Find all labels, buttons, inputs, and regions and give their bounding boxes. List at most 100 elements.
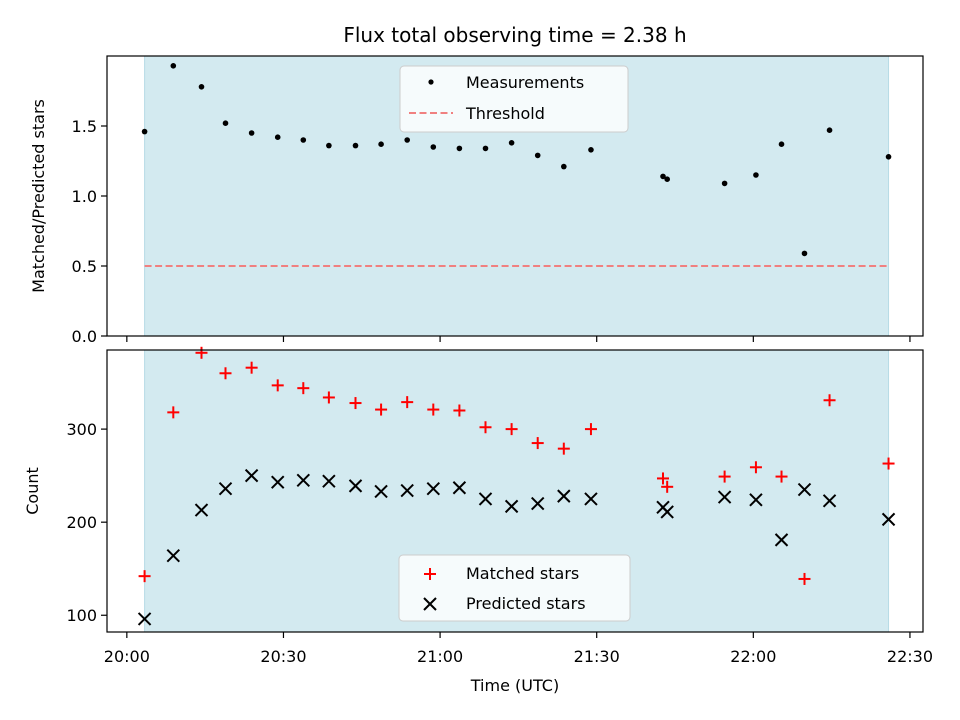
- y-tick-label: 100: [66, 606, 97, 625]
- legend-matched-marker: [424, 568, 436, 580]
- predicted-star-point: [322, 474, 336, 488]
- ratio-panel: 0.0 0.5 1.0 1.5 Matched/Predicted stars Mea…: [29, 55, 924, 346]
- measurement-point: [378, 141, 384, 147]
- predicted-star-stroke-b: [244, 468, 259, 483]
- predicted-star-stroke-b: [557, 489, 571, 503]
- predicted-star-stroke-b: [452, 481, 467, 495]
- matched-star-point: [297, 382, 310, 395]
- predicted-star-point: [881, 512, 896, 527]
- x-tick-label: 21:00: [417, 647, 463, 666]
- ratio-y-ticks: 0.0 0.5 1.0 1.5: [72, 117, 107, 346]
- measurement-point: [588, 147, 594, 153]
- measurement-point: [170, 63, 177, 69]
- matched-star-point: [584, 423, 597, 436]
- predicted-star-stroke-b: [881, 512, 896, 527]
- measurement-point: [826, 127, 833, 133]
- predicted-star-stroke-b: [531, 496, 545, 511]
- measurement-point: [753, 172, 759, 178]
- measurement-point: [274, 134, 281, 140]
- count-legend: Matched stars Predicted stars: [398, 554, 631, 622]
- measurement-point: [141, 128, 148, 135]
- matched-star-point: [322, 391, 335, 404]
- measurement-point: [534, 152, 541, 159]
- measurement-point: [352, 142, 359, 149]
- matched-star-point: [427, 403, 440, 416]
- matched-star-point: [401, 396, 414, 409]
- predicted-star-stroke-b: [797, 482, 812, 497]
- matched-star-point: [271, 379, 284, 392]
- matched-star-point: [882, 457, 895, 470]
- predicted-star-point: [218, 481, 233, 496]
- predicted-star-stroke-b: [322, 474, 336, 488]
- measurement-point: [198, 84, 205, 90]
- matched-star-point: [219, 367, 232, 380]
- measurement-point: [801, 250, 808, 257]
- measurement-point: [885, 154, 892, 160]
- predicted-star-point: [557, 489, 571, 503]
- count-panel: 100 200 300 20:00 20:30 21:00 21:30 22:00 22:30…: [23, 346, 933, 695]
- matched-star-point: [657, 472, 670, 485]
- predicted-star-stroke-b: [400, 483, 414, 498]
- predicted-star-point: [374, 484, 388, 499]
- count-x-ticks: 20:00 20:30 21:00 21:30 22:00 22:30: [104, 632, 933, 666]
- chart-title: Flux total observing time = 2.38 h: [343, 23, 686, 47]
- matched-star-point: [167, 406, 180, 419]
- y-tick-label: 200: [66, 513, 97, 532]
- predicted-star-stroke-b: [166, 548, 181, 563]
- predicted-star-point: [166, 548, 181, 563]
- predicted-star-point: [822, 494, 837, 508]
- measurement-point: [300, 137, 307, 143]
- measurement-point: [456, 145, 463, 152]
- predicted-star-point: [194, 503, 209, 517]
- measurement-point: [482, 145, 489, 152]
- predicted-star-stroke-b: [296, 473, 311, 488]
- predicted-star-stroke-b: [218, 481, 233, 496]
- predicted-star-stroke-b: [717, 490, 732, 504]
- measurement-point: [561, 163, 567, 170]
- measurement-point: [660, 173, 666, 180]
- predicted-star-point: [426, 481, 441, 496]
- predicted-star-stroke-b: [137, 612, 152, 626]
- predicted-star-point: [797, 482, 812, 497]
- predicted-star-point: [271, 475, 285, 489]
- predicted-star-point: [531, 496, 545, 511]
- matched-star-point: [557, 442, 570, 455]
- matched-star-point: [798, 572, 811, 585]
- predicted-star-point: [400, 483, 414, 498]
- predicted-stars-points: [137, 468, 896, 626]
- matched-star-point: [505, 423, 518, 436]
- matched-star-point: [138, 570, 151, 583]
- x-tick-label: 22:30: [887, 647, 933, 666]
- predicted-star-stroke-b: [822, 494, 837, 508]
- matched-stars-points: [138, 346, 895, 585]
- predicted-star-point: [660, 505, 674, 519]
- x-axis-label: Time (UTC): [470, 676, 559, 695]
- count-legend-box: [398, 554, 631, 622]
- predicted-star-stroke-b: [374, 484, 388, 499]
- measurement-point: [664, 176, 670, 182]
- ratio-legend: Measurements Threshold: [399, 65, 629, 133]
- matched-star-point: [718, 470, 731, 483]
- predicted-star-point: [749, 493, 763, 507]
- predicted-star-point: [717, 490, 732, 504]
- measurement-point: [778, 141, 785, 147]
- predicted-star-point: [774, 533, 789, 547]
- matched-star-point: [349, 397, 362, 410]
- predicted-star-point: [584, 492, 598, 506]
- x-tick-label: 22:00: [730, 647, 776, 666]
- measurement-point: [222, 120, 229, 126]
- predicted-star-point: [504, 499, 519, 514]
- matched-star-point: [775, 470, 788, 483]
- legend-measurements-marker: [428, 79, 434, 85]
- matched-star-point: [195, 346, 208, 359]
- measurement-points: [141, 63, 892, 257]
- legend-predicted-marker: [423, 597, 437, 611]
- predicted-star-stroke-b: [504, 499, 519, 514]
- measurement-point: [721, 180, 728, 187]
- matched-star-point: [661, 480, 674, 493]
- matched-star-point: [245, 361, 258, 374]
- matched-star-point: [375, 403, 388, 416]
- predicted-star-stroke-b: [660, 505, 674, 519]
- y-tick-label: 0.0: [72, 327, 97, 346]
